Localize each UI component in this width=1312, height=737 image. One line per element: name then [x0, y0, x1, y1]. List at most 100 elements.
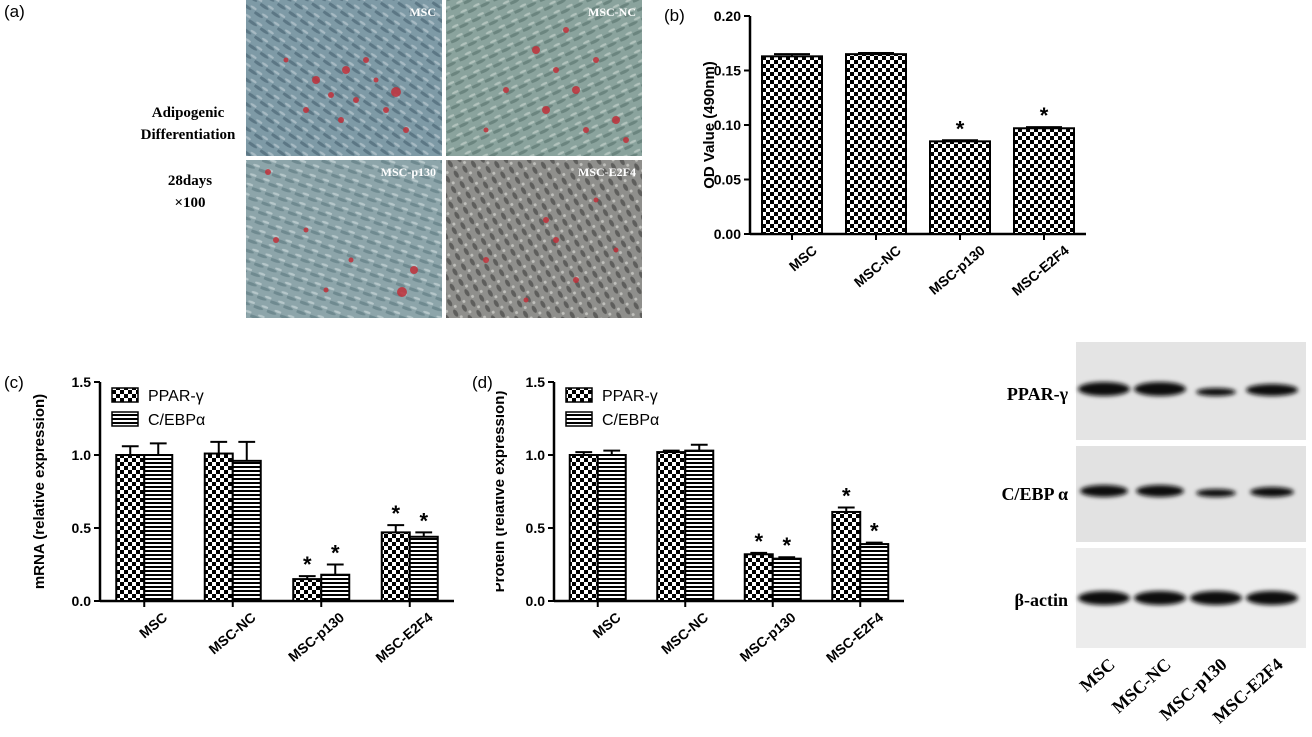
lipid-droplets: [483, 27, 629, 143]
x-tick-label-msc-p130: MSC-p130: [926, 242, 988, 298]
band-ppar-msc-nc: [1134, 382, 1186, 396]
bar-msc-c-ebp: [143, 454, 174, 602]
bar-msc-nc-c-ebp: [684, 449, 715, 603]
tile-label-msc: MSC: [409, 5, 436, 19]
bar-msc-p130-value: [929, 140, 991, 236]
bar-msc-e2f4-ppar: [380, 531, 411, 603]
y-axis-title: mRNA (relative expression): [31, 394, 48, 589]
blot-label-ppar: PPAR-γ: [1007, 384, 1069, 404]
western-blot: PPAR-γ C/EBP α β-actin MSC MSC-NC MSC-p1…: [1001, 342, 1306, 727]
significance-marker: *: [842, 484, 851, 509]
bar-msc-nc-ppar: [656, 451, 687, 602]
bar-msc-ppar: [568, 454, 599, 602]
y-axis-title: OD Value (490nm): [701, 61, 718, 189]
legend-swatch-ppar: [565, 387, 593, 403]
band-actin-msc-p130: [1190, 591, 1242, 605]
y-tick-label: 0.5: [72, 520, 92, 536]
x-tick-label-msc: MSC: [590, 609, 624, 641]
significance-marker: *: [1040, 103, 1049, 128]
bar-msc-nc-ppar: [203, 452, 234, 603]
side-label-line2: Differentiation: [140, 127, 236, 143]
lipid-droplets: [265, 169, 418, 297]
y-tick-label: 1.5: [72, 374, 92, 390]
lane-label-msc: MSC: [1076, 654, 1119, 696]
y-tick-label: 0.0: [72, 593, 92, 609]
tile-label-msc-nc: MSC-NC: [588, 5, 636, 19]
bar-msc-e2f4-c-ebp: [859, 543, 890, 602]
bar-msc-p130-c-ebp: [320, 573, 351, 603]
band-actin-msc: [1078, 591, 1130, 605]
legend-label-ppar: PPAR-γ: [148, 388, 204, 405]
legend-label-c-ebp: C/EBPα: [148, 412, 205, 429]
side-label-line3: 28days: [167, 173, 213, 189]
micro-side-label-days: 28days ×100: [150, 170, 230, 214]
chart-d: 0.0 0.5 1.0 1.5 Protein (relative expression…: [496, 374, 904, 666]
panel-label-a: (a): [4, 2, 25, 21]
tile-label-msc-p130: MSC-p130: [381, 165, 436, 179]
band-cebp-msc-e2f4: [1250, 487, 1294, 497]
bar-msc-p130-ppar: [292, 578, 323, 603]
micrograph-tile-msc-nc: MSC-NC: [446, 0, 642, 156]
significance-marker: *: [391, 501, 400, 526]
panel-label-c: (c): [4, 373, 24, 392]
x-tick-label-msc-e2f4: MSC-E2F4: [1009, 242, 1072, 299]
y-tick-label: 0.10: [714, 117, 741, 133]
x-tick-label-msc-nc: MSC-NC: [658, 609, 711, 657]
y-tick-label: 1.0: [72, 447, 92, 463]
y-tick-label: 0.05: [714, 172, 741, 188]
band-ppar-msc-p130: [1196, 388, 1236, 396]
legend-label-ppar: PPAR-γ: [602, 388, 658, 405]
micrograph-grid: MSC MSC-NC MSC-p130 MSC-E2F4: [246, 0, 642, 318]
significance-marker: *: [782, 533, 791, 558]
x-tick-label-msc-e2f4: MSC-E2F4: [372, 609, 435, 666]
micrograph-tile-msc-p130: MSC-p130: [246, 160, 442, 318]
side-label-line4: ×100: [174, 195, 206, 211]
y-tick-label: 0.5: [526, 520, 546, 536]
significance-marker: *: [754, 529, 763, 554]
y-tick-label: 0.0: [526, 593, 546, 609]
band-ppar-msc: [1078, 382, 1130, 396]
y-tick-label: 1.5: [526, 374, 546, 390]
tile-label-msc-e2f4: MSC-E2F4: [578, 165, 636, 179]
band-cebp-msc-p130: [1196, 489, 1236, 497]
x-tick-label-msc-e2f4: MSC-E2F4: [823, 609, 886, 666]
legend-swatch-ppar: [111, 387, 139, 403]
band-cebp-msc-nc: [1136, 485, 1184, 497]
significance-marker: *: [331, 541, 340, 566]
x-tick-label-msc: MSC: [786, 242, 820, 274]
bar-msc-nc-c-ebp: [231, 459, 262, 602]
x-tick-label-msc-p130: MSC-p130: [285, 609, 347, 665]
significance-marker: *: [419, 508, 428, 533]
micro-side-label: Adipogenic Differentiation: [128, 102, 248, 146]
band-actin-msc-nc: [1134, 591, 1186, 605]
lipid-droplets: [483, 197, 619, 303]
x-tick-label-msc-nc: MSC-NC: [851, 242, 904, 290]
y-axis-title: Protein (relative expression): [496, 391, 508, 593]
blot-label-cebp: C/EBP α: [1001, 484, 1068, 504]
legend-swatch-c-ebp: [565, 411, 593, 427]
x-tick-label-msc-nc: MSC-NC: [205, 609, 258, 657]
legend-label-c-ebp: C/EBPα: [602, 412, 659, 429]
chart-c: 0.0 0.5 1.0 1.5 mRNA (relative expression) MS…: [31, 374, 454, 666]
significance-marker: *: [870, 519, 879, 544]
significance-marker: *: [956, 116, 965, 141]
bar-msc-e2f4-value: [1013, 127, 1075, 236]
bar-msc-value: [761, 55, 823, 235]
bar-msc-ppar: [115, 454, 146, 602]
significance-marker: *: [303, 552, 312, 577]
panel-label-b: (b): [664, 6, 685, 25]
band-actin-msc-e2f4: [1246, 591, 1298, 605]
y-tick-label: 0.00: [714, 226, 741, 242]
band-ppar-msc-e2f4: [1246, 384, 1298, 396]
bar-msc-e2f4-c-ebp: [408, 535, 439, 602]
blot-label-actin: β-actin: [1015, 590, 1068, 610]
blot-lane-labels: MSC MSC-NC MSC-p130 MSC-E2F4: [1076, 654, 1287, 727]
y-tick-label: 0.20: [714, 8, 741, 24]
bar-msc-p130-c-ebp: [771, 557, 802, 603]
bar-msc-e2f4-ppar: [831, 510, 862, 602]
bar-msc-p130-ppar: [743, 553, 774, 602]
band-cebp-msc: [1080, 485, 1128, 497]
x-tick-label-msc-p130: MSC-p130: [737, 609, 799, 665]
bar-msc-nc-value: [845, 53, 907, 236]
x-tick-label-msc: MSC: [136, 609, 170, 641]
